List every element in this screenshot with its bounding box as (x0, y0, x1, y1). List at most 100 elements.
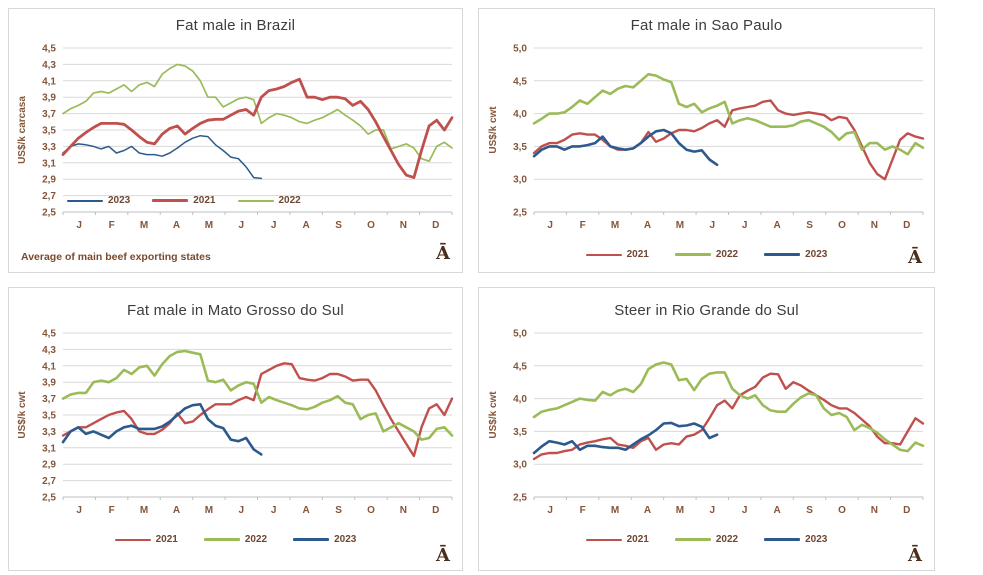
x-month-label: M (205, 220, 213, 231)
x-month-label: S (806, 220, 813, 231)
watermark-logo: Ā (436, 243, 450, 264)
x-month-label: A (774, 505, 781, 516)
legend-item-2023: 2023 (764, 534, 827, 545)
x-month-label: A (173, 505, 180, 516)
watermark-logo: Ā (908, 247, 922, 268)
x-month-label: D (432, 220, 439, 231)
y-tick-label: 4,5 (42, 329, 56, 340)
legend-item-2022: 2022 (674, 534, 738, 545)
x-month-label: J (239, 220, 245, 231)
series-line-2022 (532, 361, 925, 453)
x-month-label: S (335, 505, 342, 516)
y-tick-label: 2,9 (42, 175, 56, 186)
legend-line-swatch (293, 538, 330, 541)
series-line-2022 (532, 72, 925, 156)
y-tick-label: 3,1 (42, 443, 56, 454)
x-month-label: M (140, 505, 148, 516)
legend-line-swatch (152, 199, 189, 202)
y-tick-label: 4,5 (513, 361, 527, 372)
x-month-label: M (611, 220, 619, 231)
legend-item-2022: 2022 (203, 534, 267, 545)
x-month-label: N (400, 220, 407, 231)
series-line-2022 (62, 63, 453, 163)
x-month-label: S (806, 505, 813, 516)
chart-svg: 4,5 4,3 4,1 3,9 3,7 3,5 3,3 3,1 2,9 2,7 2,5 J F M A M J J… (17, 329, 454, 516)
y-tick-label: 3,5 (513, 427, 527, 438)
y-tick-label: 2,7 (42, 191, 56, 202)
y-tick-label: 4,0 (513, 109, 527, 120)
x-month-label: A (173, 220, 180, 231)
chart-svg: 5,0 4,5 4,0 3,5 3,0 2,5 J F M A M J J A S O N D US$/k cwt (488, 44, 925, 231)
chart-legend-sao-paulo: 2021 2022 2023 (479, 249, 934, 260)
series-line-2023 (61, 403, 263, 456)
x-month-label: O (367, 220, 375, 231)
y-axis-title: US$/k carcasa (17, 96, 28, 164)
series-line-2021 (61, 77, 454, 180)
legend-item-2023: 2023 (764, 249, 827, 260)
x-month-label: O (838, 220, 846, 231)
legend-line-swatch (114, 538, 151, 541)
x-month-label: A (774, 220, 781, 231)
legend-line-swatch (237, 199, 274, 202)
x-month-label: N (871, 220, 878, 231)
y-axis-title: US$/k cwt (488, 106, 499, 154)
series-line-2023 (62, 134, 263, 180)
y-tick-label: 2,5 (513, 208, 527, 219)
legend-item-2021: 2021 (152, 195, 216, 206)
x-month-label: J (271, 220, 277, 231)
watermark-logo: Ā (436, 545, 450, 566)
y-tick-label: 3,1 (42, 158, 56, 169)
chart-legend-brazil: 2023 2021 2022 (67, 195, 301, 206)
y-tick-label: 3,7 (42, 394, 56, 405)
chart-plot-rio-grande: 5,0 4,5 4,0 3,5 3,0 2,5 J F M A M J J A S O N D US$/k cwt (484, 321, 929, 526)
x-month-label: D (903, 220, 910, 231)
chart-title-brazil: Fat male in Brazil (175, 17, 296, 34)
x-month-label: J (76, 505, 82, 516)
y-tick-label: 2,5 (513, 493, 527, 504)
y-tick-label: 2,5 (42, 493, 56, 504)
chart-plot-sao-paulo: 5,0 4,5 4,0 3,5 3,0 2,5 J F M A M J J A S O N D US$/k cwt (484, 36, 929, 241)
series-line-2023 (532, 421, 719, 455)
x-month-label: J (547, 505, 553, 516)
legend-line-swatch (203, 538, 240, 541)
legend-line-swatch (674, 538, 711, 541)
x-month-label: D (432, 505, 439, 516)
legend-label: 2022 (715, 249, 739, 260)
legend-label: 2021 (193, 195, 216, 206)
chart-panel-brazil: Fat male in Brazil 4,5 4,3 4,1 3,9 3,7 3,5 3,3… (8, 8, 463, 273)
legend-label: 2023 (805, 249, 828, 260)
chart-svg: 4,5 4,3 4,1 3,9 3,7 3,5 3,3 3,1 2,9 2,7 2,5 J F M A M J J… (17, 44, 454, 231)
y-tick-label: 3,0 (513, 175, 527, 186)
x-month-label: N (871, 505, 878, 516)
x-month-label: J (547, 220, 553, 231)
y-tick-label: 3,3 (42, 427, 56, 438)
legend-label: 2021 (626, 249, 649, 260)
legend-item-2021: 2021 (585, 534, 649, 545)
x-month-label: M (205, 505, 213, 516)
y-tick-label: 4,1 (42, 361, 56, 372)
x-month-label: O (367, 505, 375, 516)
x-month-label: J (76, 220, 82, 231)
x-month-label: F (580, 505, 586, 516)
legend-label: 2023 (805, 534, 828, 545)
legend-line-swatch (585, 538, 622, 541)
chart-plot-brazil: 4,5 4,3 4,1 3,9 3,7 3,5 3,3 3,1 2,9 2,7 2,5 J F M A M J J… (13, 36, 458, 241)
chart-title-rio-grande: Steer in Rio Grande do Sul (614, 302, 799, 319)
x-month-label: M (611, 505, 619, 516)
chart-footnote: Average of main beef exporting states (21, 251, 211, 263)
chart-panel-mato-grosso: Fat male in Mato Grosso do Sul 4,5 4,3 4,1… (8, 287, 463, 571)
chart-plot-mato-grosso: 4,5 4,3 4,1 3,9 3,7 3,5 3,3 3,1 2,9 2,7 2,5 J F M A M J J… (13, 321, 458, 526)
legend-item-2023: 2023 (293, 534, 356, 545)
chart-title-mato-grosso: Fat male in Mato Grosso do Sul (127, 302, 344, 319)
watermark-logo: Ā (908, 545, 922, 566)
x-month-label: M (676, 505, 684, 516)
y-tick-label: 5,0 (513, 44, 527, 55)
y-tick-label: 2,7 (42, 476, 56, 487)
chart-svg: 5,0 4,5 4,0 3,5 3,0 2,5 J F M A M J J A S O N D US$/k cwt (488, 329, 925, 516)
chart-footer-brazil: Average of main beef exporting states Ā (9, 241, 462, 264)
x-month-label: J (271, 505, 277, 516)
chart-panel-sao-paulo: Fat male in Sao Paulo 5,0 4,5 4,0 3,5 3,0 2,5… (478, 8, 935, 273)
x-month-label: M (676, 220, 684, 231)
y-tick-label: 3,3 (42, 142, 56, 153)
